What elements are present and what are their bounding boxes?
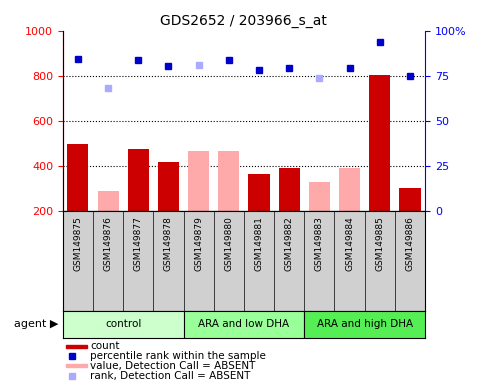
Text: GSM149878: GSM149878 xyxy=(164,216,173,271)
Bar xyxy=(339,168,360,211)
Text: value, Detection Call = ABSENT: value, Detection Call = ABSENT xyxy=(90,361,256,371)
Bar xyxy=(67,144,88,211)
Text: count: count xyxy=(90,341,119,351)
Text: rank, Detection Call = ABSENT: rank, Detection Call = ABSENT xyxy=(90,371,250,381)
Title: GDS2652 / 203966_s_at: GDS2652 / 203966_s_at xyxy=(160,14,327,28)
Bar xyxy=(158,162,179,211)
Text: GSM149877: GSM149877 xyxy=(134,216,143,271)
Bar xyxy=(63,311,184,338)
Text: GSM149881: GSM149881 xyxy=(255,216,264,271)
Bar xyxy=(399,187,421,211)
Text: GSM149885: GSM149885 xyxy=(375,216,384,271)
Bar xyxy=(248,174,270,211)
Bar xyxy=(279,168,300,211)
Bar xyxy=(67,345,87,348)
Text: GSM149886: GSM149886 xyxy=(405,216,414,271)
Bar xyxy=(128,149,149,211)
Bar xyxy=(67,364,87,367)
Text: GSM149875: GSM149875 xyxy=(73,216,83,271)
Text: control: control xyxy=(105,319,142,329)
Text: GSM149883: GSM149883 xyxy=(315,216,324,271)
Bar xyxy=(369,75,390,211)
Text: percentile rank within the sample: percentile rank within the sample xyxy=(90,351,266,361)
Text: ARA and high DHA: ARA and high DHA xyxy=(316,319,413,329)
Bar xyxy=(98,191,119,211)
Bar xyxy=(309,182,330,211)
Text: GSM149884: GSM149884 xyxy=(345,216,354,271)
Text: agent ▶: agent ▶ xyxy=(14,319,58,329)
Bar xyxy=(184,311,304,338)
Bar xyxy=(304,311,425,338)
Text: GSM149882: GSM149882 xyxy=(284,216,294,271)
Text: GSM149879: GSM149879 xyxy=(194,216,203,271)
Text: GSM149876: GSM149876 xyxy=(103,216,113,271)
Bar xyxy=(218,151,240,211)
Bar xyxy=(188,151,209,211)
Text: ARA and low DHA: ARA and low DHA xyxy=(199,319,289,329)
Text: GSM149880: GSM149880 xyxy=(224,216,233,271)
